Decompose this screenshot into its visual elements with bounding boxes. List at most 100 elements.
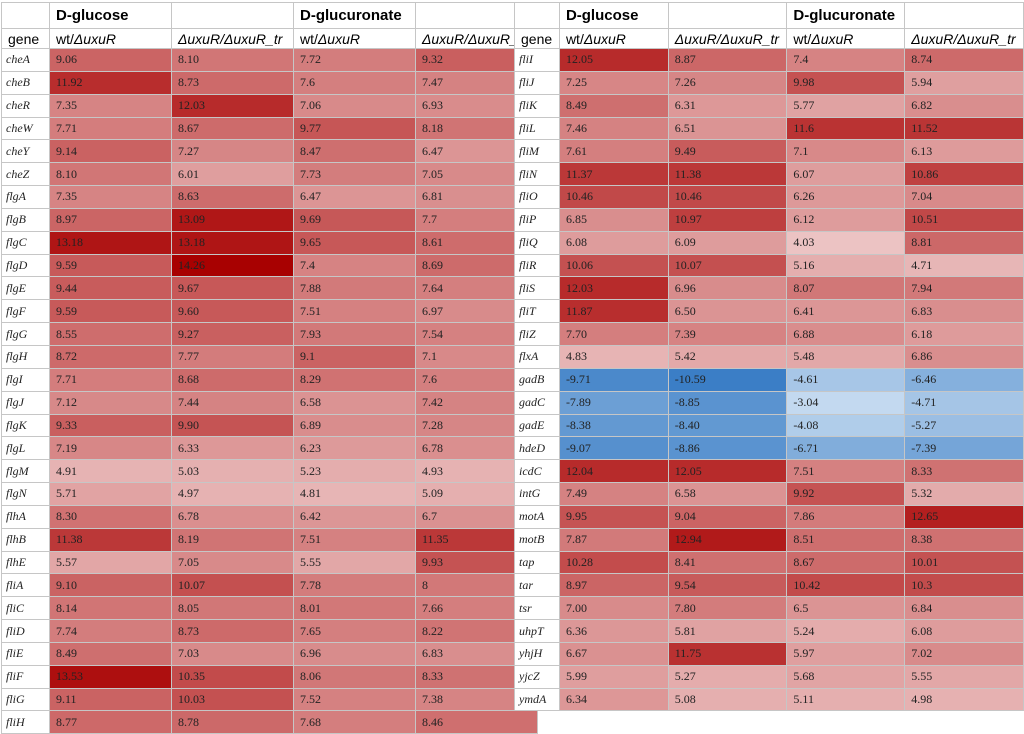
- heatmap-table-left: D-glucose D-glucuronate gene wt/ΔuxuR Δu…: [1, 2, 538, 734]
- value-cell: 9.95: [558, 504, 669, 529]
- gene-name: flgA: [1, 185, 50, 209]
- value-cell: -5.27: [904, 413, 1024, 438]
- value-cell: 9.69: [293, 207, 416, 232]
- header-uxur-tr: ΔuxuR/ΔuxuR_tr: [667, 28, 788, 49]
- header-uxur-tr-italic: ΔuxuR/ΔuxuR_tr: [674, 30, 780, 47]
- table-row: intG 7.49 6.58 9.92 5.32: [514, 482, 1024, 506]
- gene-name: fliM: [514, 139, 560, 164]
- value-cell: 6.97: [415, 299, 538, 324]
- value-cell: 5.03: [171, 459, 294, 484]
- value-cell: 8.73: [171, 619, 294, 643]
- header-d-glucuronate: D-glucuronate: [786, 2, 906, 29]
- gene-name: fliR: [514, 253, 560, 278]
- header-wt-prefix: wt/: [300, 30, 318, 47]
- table-row: motA 9.95 9.04 7.86 12.65: [514, 504, 1024, 529]
- gene-name: fliE: [1, 641, 50, 666]
- value-cell: 10.86: [904, 162, 1024, 187]
- value-cell: 7.1: [786, 139, 906, 164]
- value-cell: -3.04: [786, 390, 906, 415]
- value-cell: 7.47: [415, 70, 538, 95]
- value-cell: 9.59: [49, 253, 172, 278]
- value-cell: 4.03: [786, 230, 906, 255]
- value-cell: 7.05: [415, 162, 538, 187]
- value-cell: 8.55: [49, 322, 172, 346]
- value-cell: 8.77: [49, 710, 172, 734]
- value-cell: 5.81: [667, 619, 788, 643]
- gene-name: gadC: [514, 390, 560, 415]
- value-cell: 11.38: [49, 527, 172, 552]
- header-d-glucose: D-glucose: [49, 2, 172, 29]
- value-cell: 6.81: [415, 185, 538, 209]
- value-cell: 5.94: [904, 70, 1024, 95]
- value-cell: 7.80: [667, 596, 788, 621]
- value-cell: 10.07: [667, 253, 788, 278]
- value-cell: 12.03: [558, 276, 669, 301]
- table-row: fliI 12.05 8.87 7.4 8.74: [514, 48, 1024, 72]
- gene-name: flgF: [1, 299, 50, 324]
- value-cell: 6.86: [904, 344, 1024, 369]
- value-cell: 9.60: [171, 299, 294, 324]
- value-cell: 6.41: [786, 299, 906, 324]
- value-cell: 5.55: [904, 664, 1024, 689]
- gene-name: flgI: [1, 367, 50, 392]
- gene-name: flhE: [1, 550, 50, 575]
- value-cell: 7.78: [293, 573, 416, 598]
- table-row: fliG 9.11 10.03 7.52 7.38: [1, 687, 538, 712]
- header-uxur-tr: ΔuxuR/ΔuxuR_tr: [171, 28, 294, 49]
- gene-name: fliD: [1, 619, 50, 643]
- table-row: fliR 10.06 10.07 5.16 4.71: [514, 253, 1024, 278]
- value-cell: 8.07: [786, 276, 906, 301]
- value-cell: 8.78: [171, 710, 294, 734]
- gene-name: flgL: [1, 436, 50, 461]
- value-cell: 7.64: [415, 276, 538, 301]
- value-cell: 6.08: [904, 619, 1024, 643]
- value-cell: 5.99: [558, 664, 669, 689]
- value-cell: 9.77: [293, 116, 416, 141]
- value-cell: 10.51: [904, 207, 1024, 232]
- header-wt-uxur: wt/ΔuxuR: [786, 28, 906, 49]
- value-cell: 7.12: [49, 390, 172, 415]
- header-wt-italic: ΔuxuR: [583, 30, 626, 47]
- value-cell: 8.67: [171, 116, 294, 141]
- table-row: hdeD -9.07 -8.86 -6.71 -7.39: [514, 436, 1024, 461]
- value-cell: 7.46: [558, 116, 669, 141]
- value-cell: 5.55: [293, 550, 416, 575]
- header-d-glucose: D-glucose: [558, 2, 669, 29]
- table-row: flgC 13.18 13.18 9.65 8.61: [1, 230, 538, 255]
- table-row: flgL 7.19 6.33 6.23 6.78: [1, 436, 538, 461]
- value-cell: -10.59: [667, 367, 788, 392]
- gene-name: fliK: [514, 93, 560, 118]
- value-cell: 8.87: [667, 48, 788, 72]
- value-cell: 10.3: [904, 573, 1024, 598]
- value-cell: 5.09: [415, 482, 538, 506]
- header-uxur-tr-italic: ΔuxuR/ΔuxuR_tr: [422, 30, 527, 47]
- value-cell: 11.87: [558, 299, 669, 324]
- header-wt-uxur: wt/ΔuxuR: [49, 28, 172, 49]
- table-row: yhjH 6.67 11.75 5.97 7.02: [514, 641, 1024, 666]
- value-cell: 5.32: [904, 482, 1024, 506]
- value-cell: 8.01: [293, 596, 416, 621]
- value-cell: 7.42: [415, 390, 538, 415]
- gene-name: fliA: [1, 573, 50, 598]
- value-cell: 6.96: [293, 641, 416, 666]
- header-wt-prefix: wt/: [565, 30, 584, 47]
- table-row: tsr 7.00 7.80 6.5 6.84: [514, 596, 1024, 621]
- value-cell: 6.13: [904, 139, 1024, 164]
- value-cell: 9.1: [293, 344, 416, 369]
- value-cell: 12.05: [667, 459, 788, 484]
- header-gene: gene: [514, 28, 560, 49]
- header-wt-italic: ΔuxuR: [317, 30, 360, 47]
- value-cell: 9.44: [49, 276, 172, 301]
- value-cell: 5.68: [786, 664, 906, 689]
- value-cell: 7.6: [293, 70, 416, 95]
- value-cell: 5.27: [667, 664, 788, 689]
- table-row: cheA 9.06 8.10 7.72 9.32: [1, 48, 538, 72]
- value-cell: 10.35: [171, 664, 294, 689]
- gene-name: fliI: [514, 48, 560, 72]
- gene-name: flgD: [1, 253, 50, 278]
- table-row: flgE 9.44 9.67 7.88 7.64: [1, 276, 538, 301]
- value-cell: 11.92: [49, 70, 172, 95]
- table-row: cheY 9.14 7.27 8.47 6.47: [1, 139, 538, 164]
- value-cell: 7.04: [904, 185, 1024, 209]
- gene-name: fliJ: [514, 70, 560, 95]
